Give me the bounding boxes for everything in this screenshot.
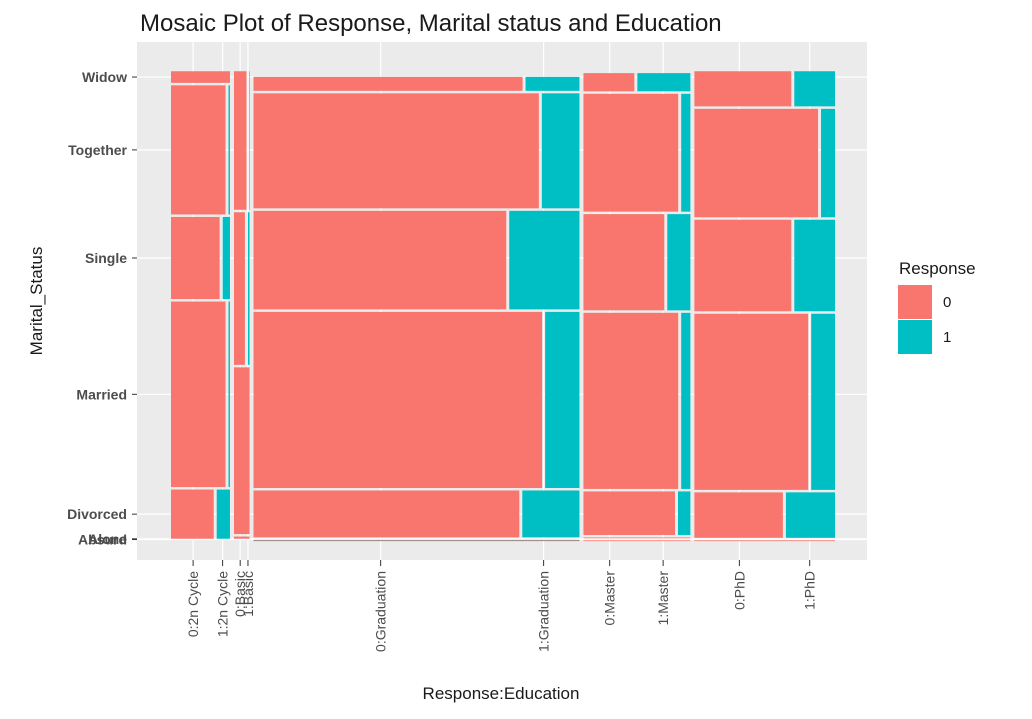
legend-swatch-1	[898, 320, 932, 354]
tile-basic-together-response-1	[249, 71, 250, 210]
tile-2n-cycle-married-response-0	[171, 301, 226, 488]
y-tick-label: Married	[76, 386, 127, 402]
tile-graduation-married-response-0	[253, 311, 543, 488]
tile-master-single-response-0	[583, 214, 665, 311]
y-tick-label: Absurd	[78, 532, 127, 548]
tile-2n-cycle-divorced-response-0	[171, 489, 214, 539]
tile-phd-single-response-1	[794, 219, 835, 312]
x-tick-label: 1:Master	[655, 571, 671, 626]
tile-graduation-single-response-0	[253, 210, 507, 310]
chart-title: Mosaic Plot of Response, Marital status …	[140, 10, 722, 37]
legend: Response 0 1	[898, 259, 976, 354]
tile-2n-cycle-married-response-1	[228, 301, 230, 488]
x-axis-title: Response:Education	[423, 684, 580, 703]
legend-label-1: 1	[943, 329, 951, 346]
tile-master-together-response-0	[583, 93, 679, 212]
tile-graduation-single-response-1	[509, 210, 580, 310]
y-tick-label: Widow	[82, 69, 127, 85]
tile-phd-widow-response-1	[794, 71, 835, 107]
tile-phd-married-response-1	[811, 313, 835, 490]
y-axis-title: Marital_Status	[27, 247, 46, 356]
tile-master-married-response-1	[681, 312, 691, 489]
tile-graduation-divorced-response-1	[522, 490, 580, 538]
x-tick-label: 1:2n Cycle	[215, 571, 231, 637]
tile-master-absurd-response-0	[583, 540, 691, 542]
tile-master-alone-response-0	[583, 537, 691, 539]
tile-master-single-response-1	[667, 214, 691, 311]
x-tick-label: 1:PhD	[802, 571, 818, 610]
x-tick-label: 0:Basic	[232, 571, 248, 617]
tile-graduation-alone-response-0	[253, 539, 580, 541]
tile-graduation-widow-response-1	[525, 76, 580, 91]
tile-2n-cycle-widow-response-0	[171, 71, 230, 83]
tile-graduation-married-response-1	[545, 311, 580, 488]
legend-label-0: 0	[943, 294, 951, 311]
tile-graduation-divorced-response-0	[253, 490, 520, 538]
x-tick-label: 0:2n Cycle	[185, 571, 201, 637]
tile-phd-married-response-0	[694, 313, 809, 490]
tile-basic-single-response-1	[247, 212, 250, 365]
x-tick-label: 0:PhD	[731, 571, 747, 610]
tile-basic-divorced-response-0	[233, 536, 250, 539]
x-tick-label: 0:Graduation	[373, 571, 389, 652]
tile-phd-single-response-0	[694, 219, 792, 312]
tile-master-married-response-0	[583, 312, 679, 489]
tile-phd-together-response-1	[821, 108, 835, 218]
tile-basic-single-response-0	[233, 212, 245, 365]
tile-2n-cycle-single-response-1	[222, 216, 230, 300]
y-tick-label: Alone	[88, 531, 127, 547]
tile-basic-together-response-0	[233, 71, 247, 210]
x-tick-label: 1:Graduation	[536, 571, 552, 652]
tile-phd-divorced-response-1	[785, 492, 835, 538]
tile-master-widow-response-0	[583, 73, 635, 92]
x-tick-label: 1:Basic	[240, 571, 256, 617]
x-tick-label: 0:Master	[602, 571, 618, 626]
tile-graduation-absurd-response-1	[253, 540, 580, 542]
tile-phd-divorced-response-0	[694, 492, 783, 538]
y-tick-label: Single	[85, 250, 127, 266]
y-tick-label: Divorced	[67, 506, 127, 522]
legend-title: Response	[899, 259, 976, 278]
tile-master-together-response-1	[681, 93, 691, 212]
tile-2n-cycle-together-response-0	[171, 85, 226, 215]
tile-2n-cycle-divorced-response-1	[216, 489, 230, 539]
tile-graduation-together-response-1	[541, 93, 580, 209]
legend-swatch-0	[898, 285, 932, 319]
tile-graduation-together-response-0	[253, 93, 539, 209]
tile-phd-widow-response-0	[694, 71, 792, 107]
tile-master-widow-response-1	[637, 73, 691, 92]
tile-master-divorced-response-0	[583, 491, 675, 535]
tile-2n-cycle-together-response-1	[228, 85, 230, 215]
tile-graduation-widow-response-0	[253, 76, 523, 91]
tile-phd-together-response-0	[694, 108, 819, 218]
tile-2n-cycle-single-response-0	[171, 216, 220, 300]
y-tick-label: Together	[68, 142, 127, 158]
mosaic-tiles	[171, 71, 835, 542]
tile-master-divorced-response-1	[677, 491, 691, 535]
tile-phd-alone-response-0	[694, 540, 835, 542]
tile-basic-married-response-0	[233, 367, 250, 535]
